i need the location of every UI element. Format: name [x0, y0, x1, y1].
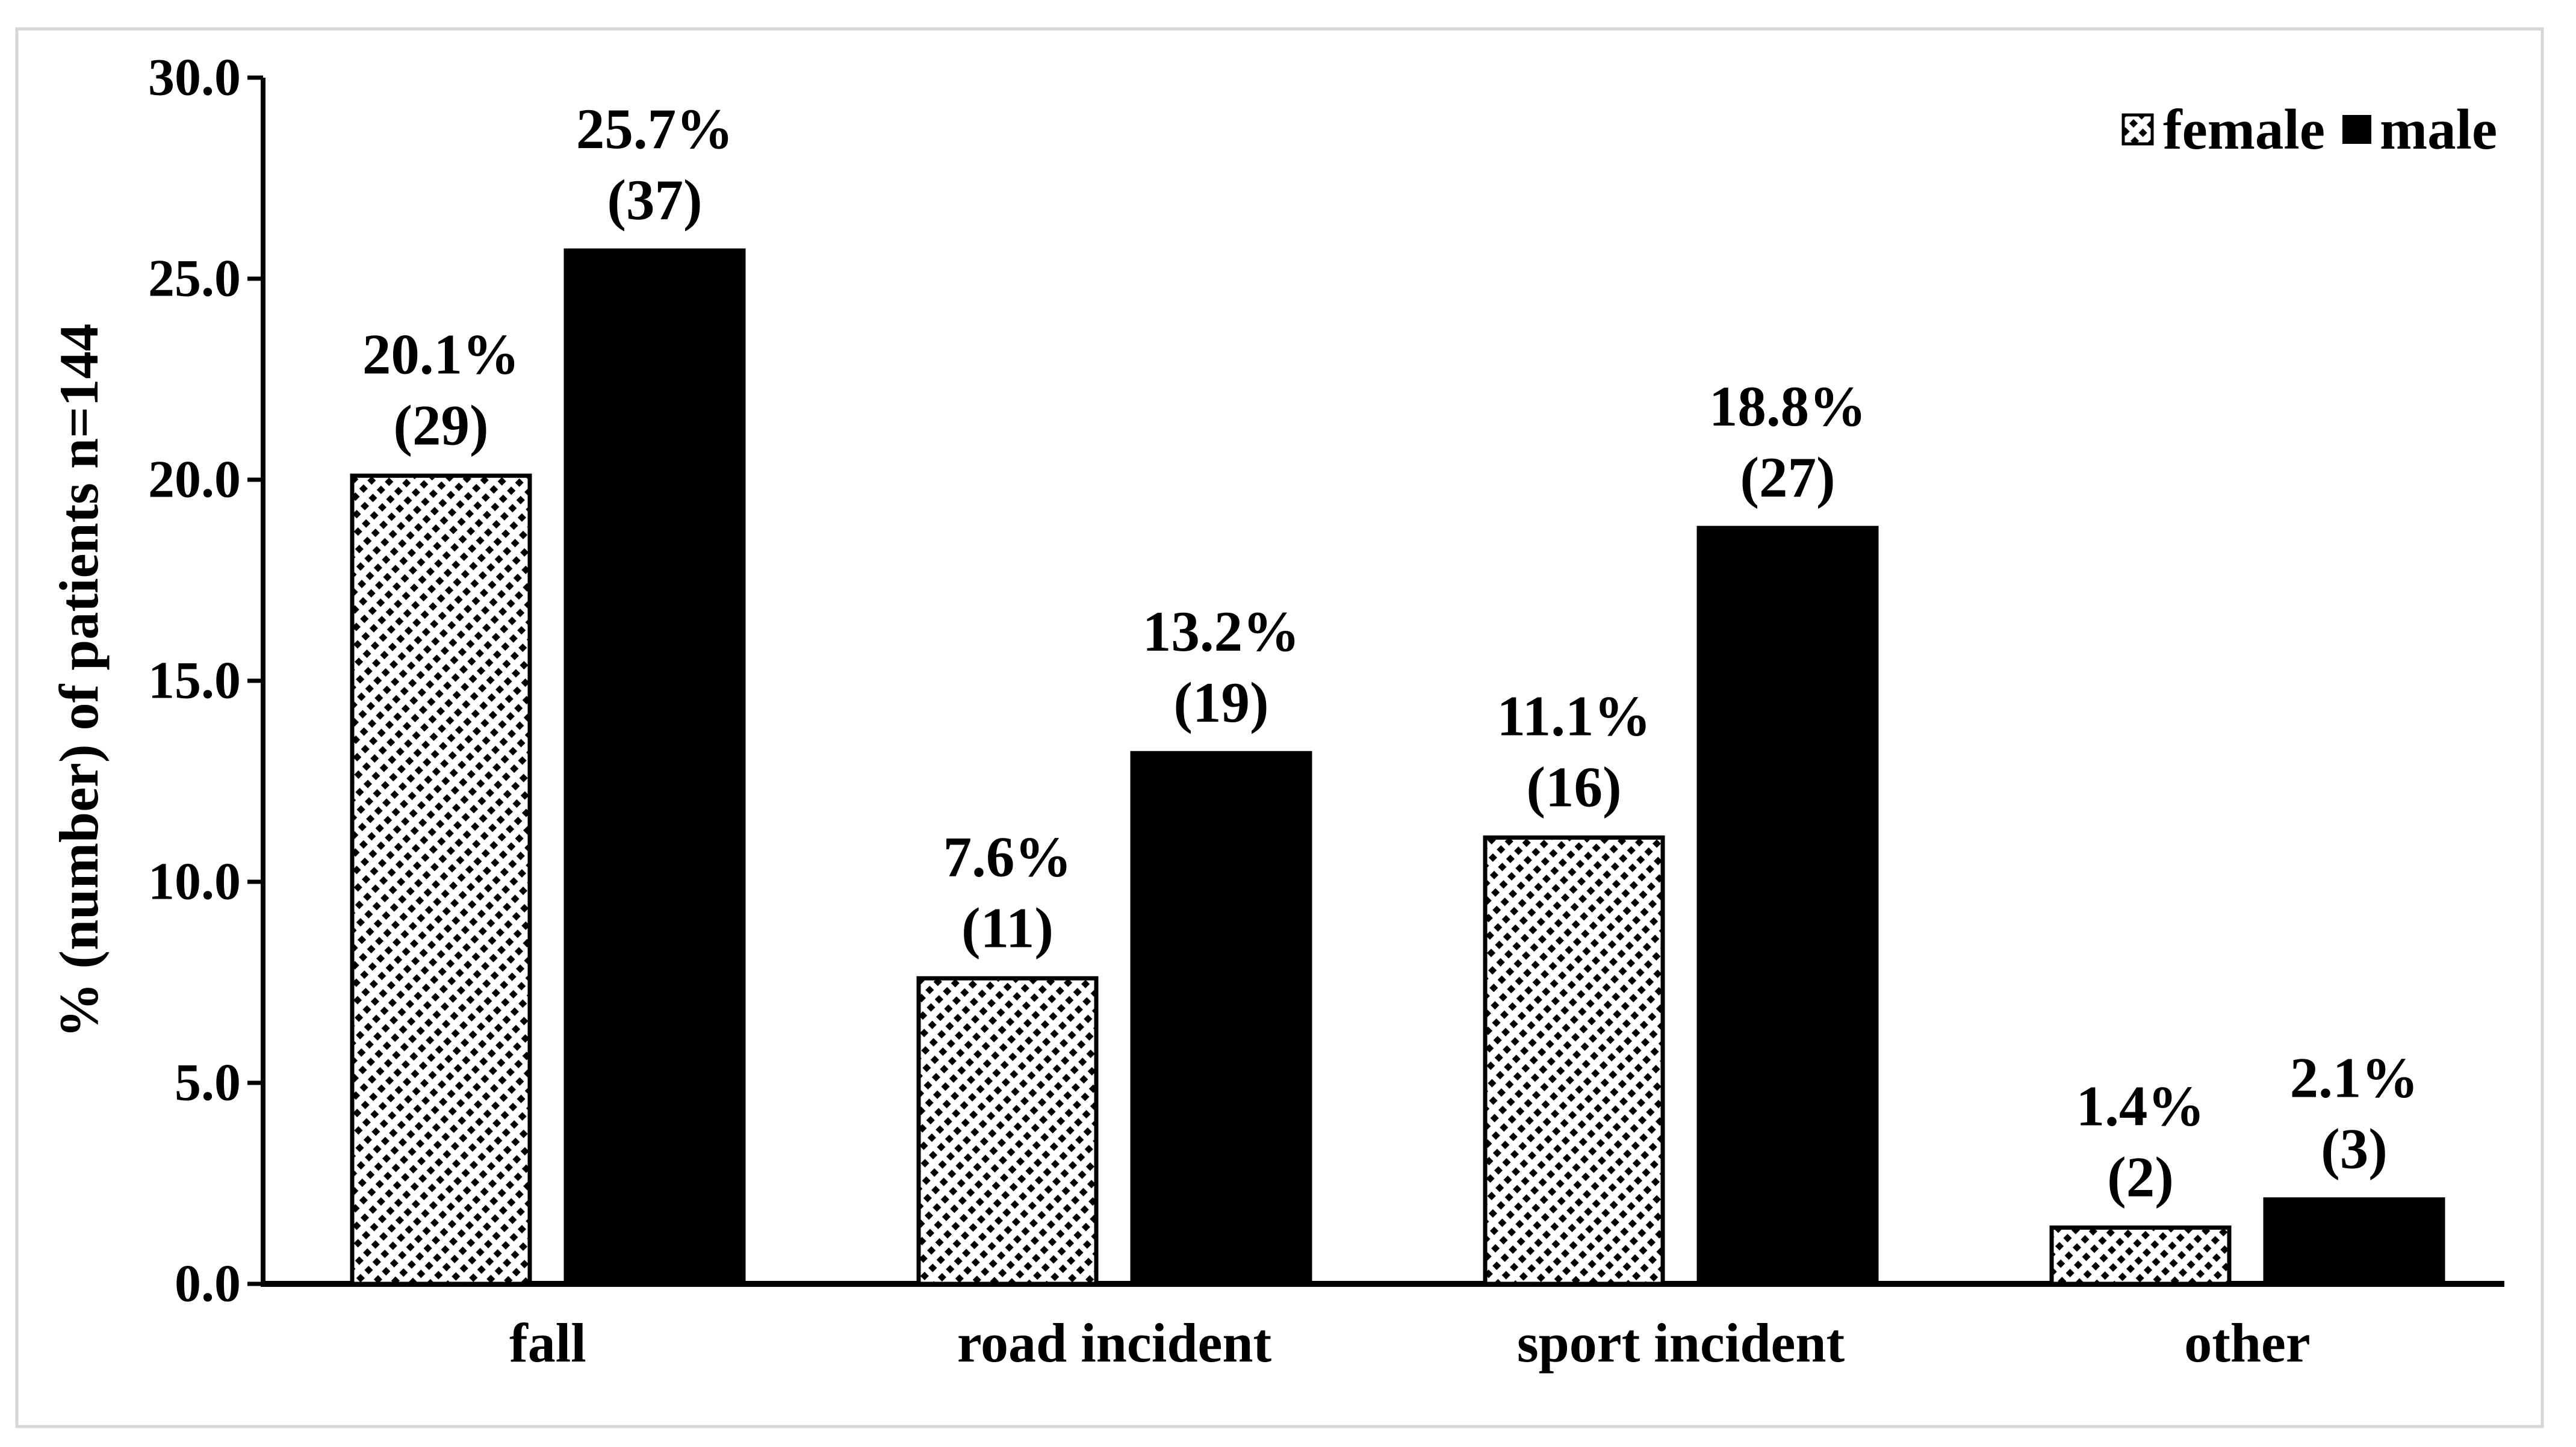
- legend-swatch-male: [2342, 115, 2371, 144]
- bar-female-fall: [350, 473, 532, 1286]
- bar-label-pct-female-road-incident: 7.6%: [943, 825, 1072, 888]
- bar-label-pct-female-fall: 20.1%: [362, 322, 520, 386]
- bar-male-other: [2263, 1197, 2445, 1286]
- y-tick-label: 10.0: [148, 853, 241, 911]
- bar-label-pct-female-sport-incident: 11.1%: [1497, 684, 1651, 748]
- y-tick-label: 20.0: [148, 451, 241, 509]
- y-tick-label: 15.0: [148, 652, 241, 710]
- bar-label-count-male-road-incident: (19): [1173, 671, 1268, 734]
- bar-label-count-female-other: (2): [2107, 1145, 2174, 1209]
- bar-male-fall: [563, 248, 746, 1286]
- bar-label-pct-male-fall: 25.7%: [576, 97, 733, 161]
- bar-female-road-incident: [916, 976, 1099, 1286]
- legend: female male: [2121, 98, 2497, 161]
- legend-label-female: female: [2163, 98, 2325, 161]
- bar-label-count-female-fall: (29): [393, 393, 488, 457]
- figure-frame-border: [15, 27, 2544, 1428]
- bar-label-count-male-other: (3): [2321, 1117, 2388, 1181]
- bar-female-sport-incident: [1483, 835, 1665, 1286]
- bar-label-count-male-fall: (37): [607, 168, 702, 232]
- legend-label-male: male: [2380, 98, 2497, 161]
- y-tick-label: 5.0: [175, 1054, 241, 1112]
- bar-label-pct-female-other: 1.4%: [2076, 1074, 2205, 1138]
- plot-area: 0.0 5.0 10.0 15.0 20.0 25.0 30.0 % (number) of …: [48, 49, 2504, 1374]
- y-tick-label: 30.0: [148, 49, 241, 107]
- x-category-label-other: other: [2184, 1312, 2310, 1374]
- legend-swatch-female: [2121, 113, 2154, 146]
- bar-label-count-female-sport-incident: (16): [1526, 755, 1621, 819]
- bar-female-other: [2049, 1225, 2232, 1286]
- x-category-label-sport-incident: sport incident: [1517, 1312, 1845, 1374]
- y-tick-label: 0.0: [175, 1255, 241, 1313]
- bar-label-count-female-road-incident: (11): [961, 896, 1054, 959]
- bar-label-pct-male-other: 2.1%: [2290, 1046, 2419, 1110]
- y-axis-title: % (number) of patients n=144: [48, 323, 110, 1038]
- bar-male-road-incident: [1130, 751, 1312, 1286]
- y-tick-label: 25.0: [148, 250, 241, 308]
- x-category-label-fall: fall: [509, 1312, 586, 1374]
- x-category-label-road-incident: road incident: [957, 1312, 1272, 1374]
- bar-label-pct-male-sport-incident: 18.8%: [1709, 374, 1866, 438]
- bar-label-pct-male-road-incident: 13.2%: [1143, 600, 1300, 663]
- bar-label-count-male-sport-incident: (27): [1740, 445, 1835, 509]
- bar-male-sport-incident: [1696, 525, 1879, 1286]
